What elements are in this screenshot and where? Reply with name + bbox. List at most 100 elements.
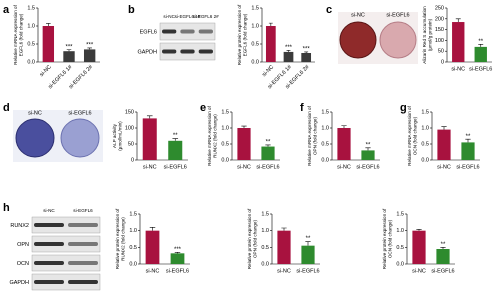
y-tick-label: 1.0	[251, 23, 259, 29]
error-bar	[365, 147, 371, 151]
significance: **	[306, 236, 311, 242]
x-tick-label: si-NC	[437, 164, 451, 170]
y-axis-label: Relative protein expression of	[382, 208, 387, 269]
photo-label: si-EGFL6	[386, 12, 409, 18]
y-tick-label: 0	[131, 157, 134, 163]
error-bar	[305, 241, 311, 246]
y-axis-label: ALP activity	[112, 123, 117, 148]
error-bar	[286, 50, 291, 52]
y-tick-label: 0.0	[221, 157, 229, 163]
bar	[301, 245, 315, 264]
error-bar	[174, 252, 181, 254]
y-tick-label: 1.0	[129, 228, 137, 234]
blot-strip	[31, 216, 101, 234]
blot-band	[68, 242, 98, 246]
y-tick-label: 0.0	[421, 157, 429, 163]
x-tick-label: si-EGFL6	[164, 164, 187, 170]
x-tick-label: si-EGFL6	[296, 268, 319, 274]
blot-band	[162, 29, 177, 34]
panel-letter: b	[128, 4, 135, 16]
y-axis-label: (µmol/g protein)	[428, 18, 433, 51]
significance: **	[466, 134, 471, 140]
lane-label: si-EGFL6 2#	[193, 14, 219, 19]
error-bar	[241, 125, 247, 128]
significance: ***	[303, 46, 311, 52]
y-axis-label: OPN (fold change)	[313, 117, 318, 156]
y-tick-label: 100	[125, 125, 134, 131]
photo-label: si-NC	[351, 12, 365, 18]
bar	[42, 26, 55, 62]
bar	[337, 128, 351, 160]
protein-label: OPN	[17, 242, 29, 248]
x-tick-label: si-NC	[412, 268, 426, 274]
significance: **	[173, 133, 178, 139]
x-tick-label: si-EGFL6	[431, 268, 454, 274]
y-tick-label: 0.5	[321, 141, 329, 147]
error-bar	[478, 43, 484, 47]
x-tick-label: si-NC	[146, 268, 160, 274]
well-photo	[15, 118, 55, 158]
bar	[452, 22, 465, 62]
x-tick-label: si-NC	[451, 66, 465, 72]
error-bar	[304, 51, 309, 53]
y-axis-label: Relative mRNA expression of	[407, 105, 412, 165]
error-bar	[265, 144, 271, 147]
significance: ***	[285, 45, 293, 51]
y-tick-label: 1.5	[129, 211, 137, 217]
y-axis-label: RUNX2 (fold change)	[213, 114, 218, 158]
y-tick-label: 1.5	[221, 109, 229, 115]
photo-label: si-NC	[28, 110, 42, 116]
panel-letter: a	[3, 4, 10, 16]
blot-band	[34, 261, 64, 265]
error-bar	[268, 22, 273, 26]
y-tick-label: 150	[435, 27, 444, 33]
y-axis-label: OPN (fold change)	[253, 220, 258, 259]
y-tick-label: 0.5	[251, 41, 259, 47]
protein-label: GAPDH	[9, 280, 29, 286]
significance: **	[441, 242, 446, 248]
bar	[63, 51, 75, 62]
x-tick-label: si-EGFL6	[356, 164, 379, 170]
well-photo	[339, 21, 377, 59]
bar	[237, 128, 251, 160]
x-tick-label: si-EGFL6	[166, 268, 189, 274]
bar	[261, 146, 275, 160]
y-tick-label: 1.0	[261, 228, 269, 234]
blot-band	[198, 29, 213, 34]
blot-band	[180, 49, 195, 54]
bar	[277, 230, 291, 264]
significance: **	[266, 140, 271, 146]
y-axis-label: Relative mRNA expression of	[13, 4, 18, 64]
error-bar	[46, 23, 51, 26]
error-bar	[465, 138, 471, 143]
y-tick-label: 0	[441, 59, 444, 65]
error-bar	[66, 49, 72, 52]
bar	[301, 53, 312, 62]
y-tick-label: 1.0	[221, 125, 229, 131]
blot-band	[68, 261, 98, 265]
error-bar	[281, 227, 287, 231]
blot-band	[198, 49, 213, 54]
blot-strip	[31, 273, 101, 291]
significance: ***	[174, 247, 182, 253]
well-photo	[60, 118, 100, 158]
y-tick-label: 1.0	[421, 125, 429, 131]
y-axis-label: EGFL6 (fold change)	[243, 13, 248, 56]
y-tick-label: 0.0	[251, 59, 259, 65]
y-tick-label: 0.5	[421, 141, 429, 147]
blot-band	[68, 280, 98, 284]
y-axis-label: Relative mRNA expression of	[307, 105, 312, 165]
x-tick-label: si-EGFL6	[456, 164, 479, 170]
error-bar	[441, 126, 447, 130]
bar	[170, 253, 185, 264]
y-tick-label: 1.0	[27, 23, 35, 29]
x-tick-label: si-EGFL6	[469, 66, 492, 72]
error-bar	[146, 115, 153, 119]
y-tick-label: 0.0	[129, 261, 137, 267]
y-tick-label: 50	[128, 141, 134, 147]
panel-letter: d	[3, 102, 10, 114]
error-bar	[341, 125, 347, 128]
y-tick-label: 50	[438, 49, 444, 55]
y-axis-label: Relative mRNA expression of	[207, 105, 212, 165]
